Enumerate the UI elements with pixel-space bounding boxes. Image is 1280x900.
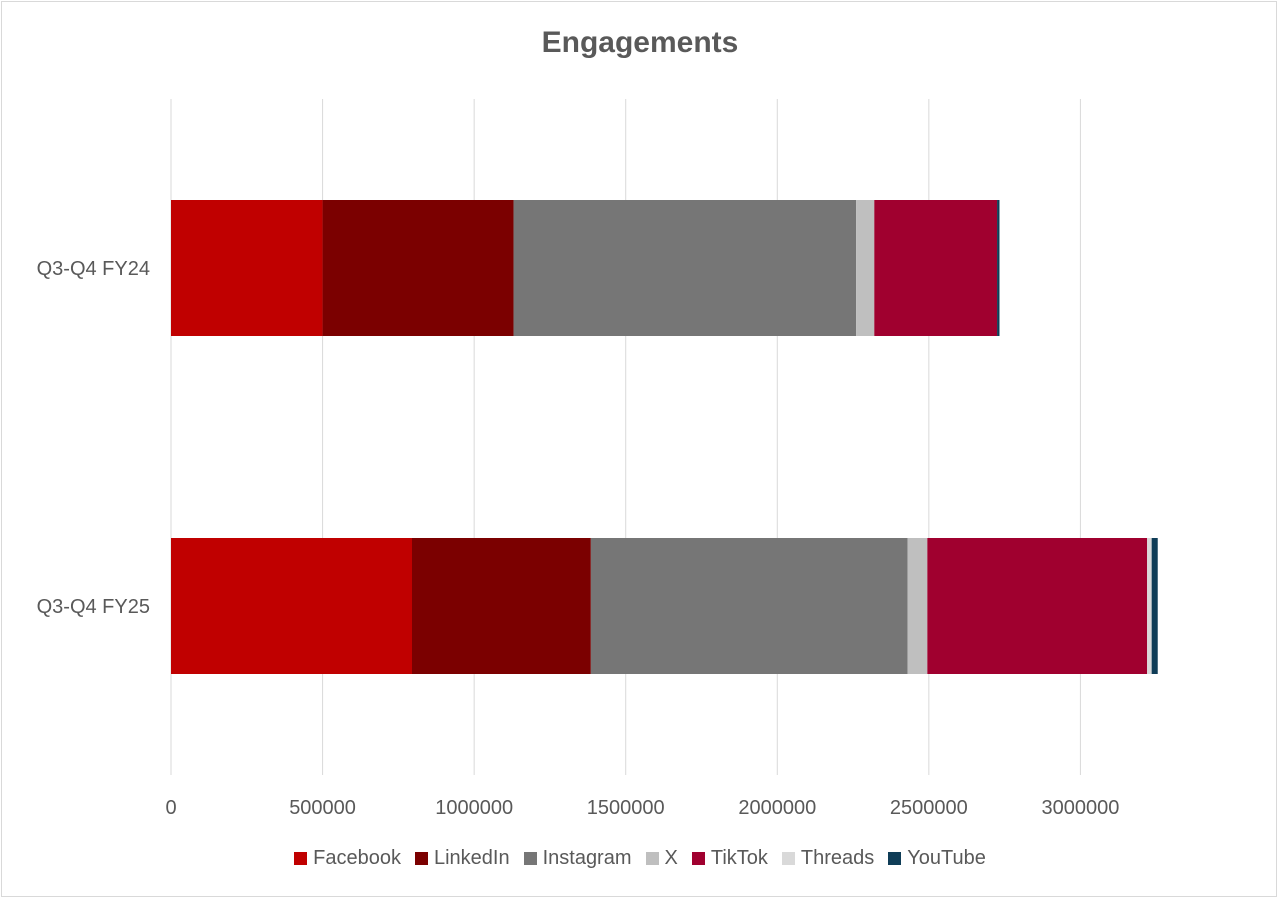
x-tick-label: 1500000 [587, 797, 665, 819]
bar-facebook-1 [171, 200, 323, 336]
legend-label: Instagram [542, 847, 632, 869]
category-label: Q3-Q4 FY24 [37, 258, 150, 280]
legend-swatch [414, 852, 428, 865]
bar-youtube-1 [997, 200, 1000, 336]
x-tick-label: 3000000 [1041, 797, 1119, 819]
x-tick-label: 0 [165, 797, 176, 819]
legend-item-x: X [645, 847, 678, 870]
legend-swatch [781, 852, 795, 865]
bar-facebook-2 [171, 538, 412, 674]
x-tick-label: 1000000 [435, 797, 513, 819]
x-tick-label: 500000 [289, 797, 356, 819]
chart-title: Engagements [541, 26, 739, 59]
legend-label: Facebook [313, 847, 401, 869]
category-label: Q3-Q4 FY25 [37, 596, 150, 618]
legend-swatch [645, 852, 659, 865]
legend-swatch [523, 852, 537, 865]
bar-x-2 [907, 538, 928, 674]
legend-label: LinkedIn [433, 847, 510, 869]
legend-item-threads: Threads [781, 847, 875, 870]
legend-swatch [294, 852, 308, 865]
legend-label: Threads [800, 847, 875, 869]
bar-instagram-1 [513, 200, 857, 336]
x-tick-label: 2000000 [738, 797, 816, 819]
legend-label: TikTok [710, 847, 768, 869]
chart-legend: Facebook LinkedIn Instagram X TikTok Threads Y… [2, 847, 1278, 870]
legend-item-youtube: YouTube [888, 847, 986, 870]
legend-label: X [664, 847, 678, 869]
legend-item-linkedin: LinkedIn [414, 847, 510, 870]
x-tick-label: 2500000 [890, 797, 968, 819]
bar-tiktok-1 [874, 200, 998, 336]
bar-x-1 [856, 200, 875, 336]
legend-item-tiktok: TikTok [691, 847, 768, 870]
legend-item-facebook: Facebook [294, 847, 401, 870]
bar-linkedin-1 [322, 200, 514, 336]
legend-item-instagram: Instagram [523, 847, 632, 870]
bar-instagram-2 [590, 538, 908, 674]
legend-swatch [691, 852, 705, 865]
legend-label: YouTube [907, 847, 986, 869]
bar-tiktok-2 [927, 538, 1148, 674]
legend-swatch [888, 852, 902, 865]
bar-threads-2 [1147, 538, 1152, 674]
bar-linkedin-2 [411, 538, 591, 674]
bar-youtube-2 [1151, 538, 1158, 674]
